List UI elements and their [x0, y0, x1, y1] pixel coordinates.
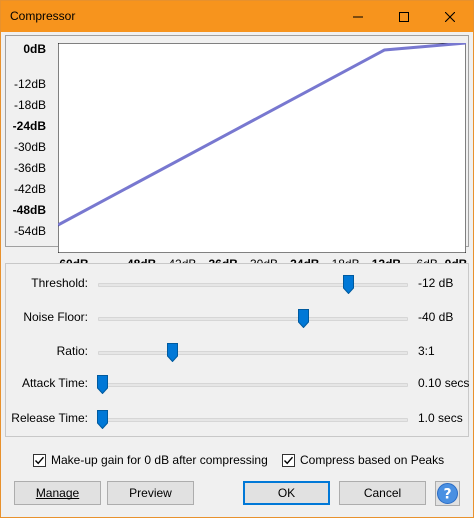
- help-icon: ?: [435, 481, 460, 506]
- close-icon: [445, 11, 455, 22]
- y-tick-label: -42dB: [13, 182, 46, 196]
- noise-floor-label: Noise Floor:: [23, 310, 88, 324]
- noise-floor-value: -40 dB: [418, 310, 454, 324]
- makeup-gain-option[interactable]: Make-up gain for 0 dB after compressing: [33, 453, 268, 467]
- ok-button[interactable]: OK: [243, 481, 330, 505]
- makeup-gain-label: Make-up gain for 0 dB after compressing: [51, 453, 268, 467]
- noise-floor-slider[interactable]: [98, 317, 408, 321]
- transfer-curve-plot: [58, 43, 466, 253]
- makeup-gain-checkbox[interactable]: [33, 453, 46, 467]
- threshold-value: -12 dB: [418, 276, 454, 290]
- preview-button[interactable]: Preview: [107, 481, 194, 505]
- controls-panel: Threshold: -12 dB Noise Floor: -40 dB Ratio:…: [5, 263, 469, 437]
- ratio-slider[interactable]: [98, 351, 408, 355]
- attack-time-slider[interactable]: [98, 383, 408, 387]
- ratio-row: Ratio: 3:1: [6, 340, 468, 364]
- maximize-icon: [399, 11, 409, 22]
- y-tick-label: -36dB: [13, 161, 46, 175]
- window-title: Compressor: [10, 9, 76, 23]
- title-bar[interactable]: Compressor: [1, 1, 473, 32]
- compress-peaks-option[interactable]: Compress based on Peaks: [282, 453, 444, 467]
- y-tick-label: -12dB: [13, 77, 46, 91]
- threshold-label: Threshold:: [31, 276, 88, 290]
- checkmark-icon: [34, 456, 45, 464]
- ok-button-label: OK: [277, 486, 296, 500]
- compress-peaks-checkbox[interactable]: [282, 453, 295, 467]
- minimize-button[interactable]: [335, 1, 381, 32]
- checkmark-icon: [283, 456, 294, 464]
- attack-time-label: Attack Time:: [21, 376, 88, 390]
- y-tick-label: -54dB: [13, 224, 46, 238]
- threshold-slider-thumb[interactable]: [343, 275, 355, 294]
- plot-area: [58, 43, 466, 253]
- attack-time-row: Attack Time: 0.10 secs: [6, 372, 470, 396]
- y-tick-label: -24dB: [12, 119, 46, 133]
- ratio-label: Ratio:: [56, 344, 88, 358]
- cancel-button[interactable]: Cancel: [339, 481, 426, 505]
- y-tick-label: -48dB: [12, 203, 46, 217]
- cancel-button-label: Cancel: [363, 486, 402, 500]
- maximize-button[interactable]: [381, 1, 427, 32]
- y-tick-label: 0dB: [23, 42, 46, 56]
- release-time-label: Release Time:: [11, 411, 88, 425]
- noise-floor-row: Noise Floor: -40 dB: [6, 306, 468, 330]
- release-time-row: Release Time: 1.0 secs: [6, 407, 468, 431]
- close-button[interactable]: [427, 1, 473, 32]
- compression-graph: 0dB -12dB -18dB -24dB -30dB -36dB -42dB -48dB -5…: [5, 35, 469, 271]
- attack-time-value: 0.10 secs: [418, 376, 470, 390]
- ratio-slider-thumb[interactable]: [166, 343, 178, 362]
- threshold-slider[interactable]: [98, 283, 408, 287]
- svg-text:?: ?: [443, 487, 451, 503]
- manage-button-label: Manage: [35, 486, 80, 500]
- release-time-value: 1.0 secs: [418, 411, 463, 425]
- manage-button[interactable]: Manage: [14, 481, 101, 505]
- preview-button-label: Preview: [129, 486, 172, 500]
- transfer-curve: [58, 43, 466, 227]
- noise-floor-slider-thumb[interactable]: [297, 309, 309, 328]
- ratio-value: 3:1: [418, 344, 435, 358]
- release-time-slider-thumb[interactable]: [97, 410, 108, 429]
- y-tick-label: -30dB: [13, 140, 46, 154]
- release-time-slider[interactable]: [98, 418, 408, 422]
- threshold-row: Threshold: -12 dB: [6, 272, 468, 296]
- y-tick-label: -18dB: [13, 98, 46, 112]
- compress-peaks-label: Compress based on Peaks: [300, 453, 445, 467]
- help-button[interactable]: ?: [435, 481, 460, 506]
- minimize-icon: [353, 16, 363, 17]
- attack-time-slider-thumb[interactable]: [97, 375, 108, 394]
